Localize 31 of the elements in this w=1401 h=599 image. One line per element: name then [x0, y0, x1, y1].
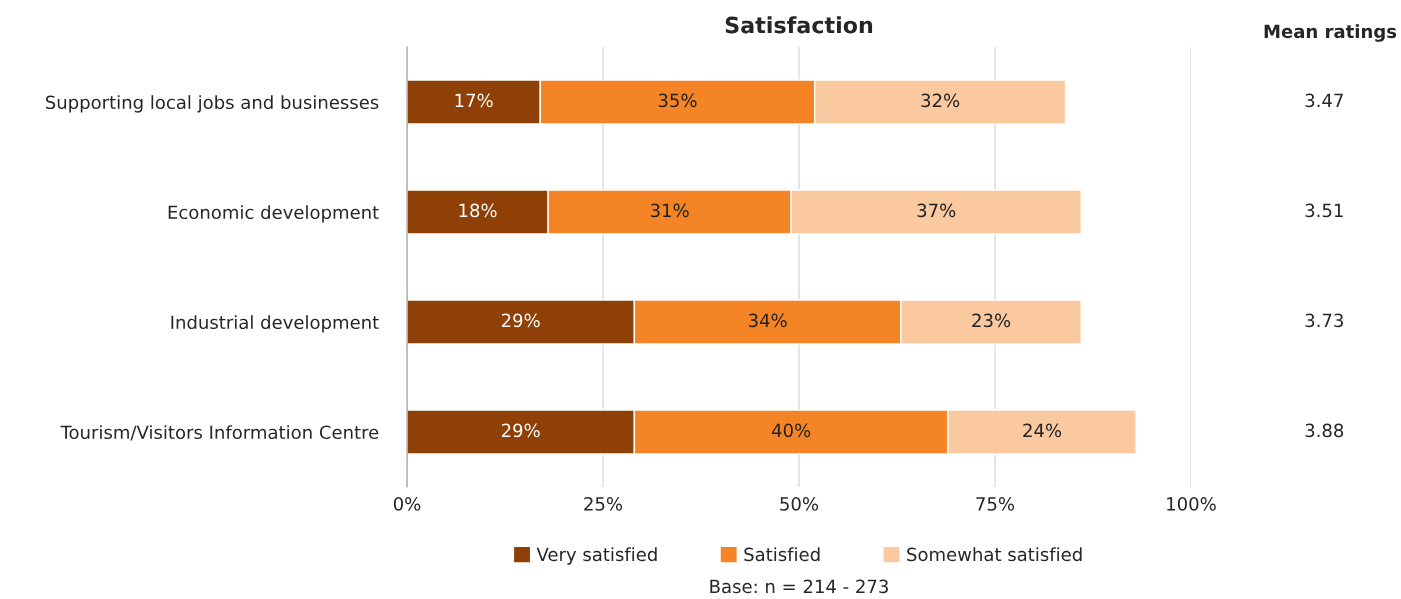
y-tick-label: Industrial development [171, 315, 379, 333]
text: Mean ratings [1264, 24, 1397, 42]
legend-label: Satisfied [744, 547, 820, 562]
legend-label: Somewhat satisfied [907, 547, 1082, 562]
y-tick-label: Tourism/Visitors Information Centre [60, 425, 379, 441]
data-label: 35% [658, 93, 697, 108]
data-label: 32% [921, 93, 960, 108]
text: 3.51 [1305, 203, 1343, 218]
legend-label: Very satisfied [536, 547, 657, 565]
x-tick-label: 25% [584, 497, 623, 511]
data-label: 24% [1023, 423, 1062, 438]
chart-title: Satisfaction [725, 16, 873, 34]
data-label: 31% [650, 203, 689, 218]
data-label: 18% [459, 203, 497, 218]
text: 3.88 [1305, 423, 1344, 438]
x-tick-label: 50% [780, 497, 819, 511]
x-tick-label: 75% [976, 497, 1015, 511]
y-tick-label: Economic development [168, 205, 379, 223]
data-label: 29% [501, 313, 540, 328]
text: 3.47 [1305, 93, 1343, 108]
data-label: 23% [972, 313, 1011, 328]
x-tick-label: 100% [1167, 497, 1216, 511]
data-label: 40% [771, 423, 811, 438]
data-label: 17% [455, 93, 493, 108]
data-label: 37% [917, 203, 956, 218]
data-label: 34% [748, 313, 787, 328]
x-tick-label: 0% [393, 497, 421, 511]
text: Base: n = 214 - 273 [710, 579, 888, 594]
text: 3.73 [1305, 313, 1343, 328]
data-label: 29% [501, 423, 540, 438]
y-tick-label: Supporting local jobs and businesses [45, 95, 379, 113]
